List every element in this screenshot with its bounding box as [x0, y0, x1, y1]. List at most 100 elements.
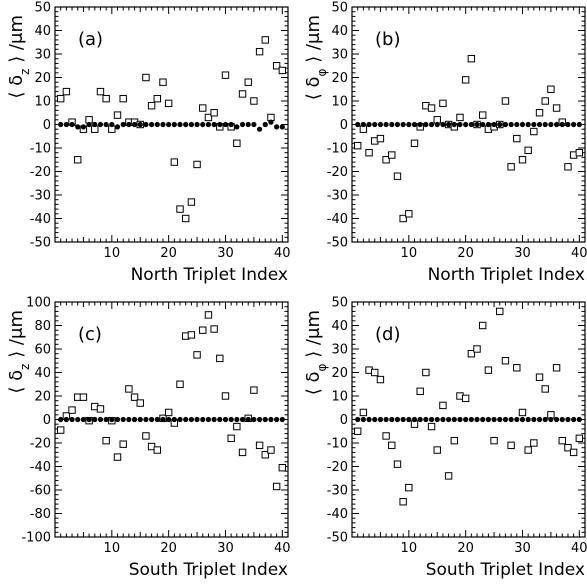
data-point-circle [222, 121, 229, 128]
x-axis-title: North Triplet Index [428, 265, 585, 285]
data-point-circle [389, 416, 395, 423]
data-point-circle [377, 416, 384, 423]
data-point-circle [480, 416, 486, 423]
data-point-circle [508, 416, 514, 423]
y-tick-label: 40 [331, 319, 348, 334]
data-point-circle [389, 121, 395, 128]
data-point-square [433, 446, 441, 454]
data-point-square [96, 405, 105, 413]
data-point-circle [103, 121, 109, 128]
data-point-square [382, 432, 390, 440]
data-point-square [125, 385, 133, 393]
data-point-circle [279, 416, 285, 423]
data-point-circle [239, 416, 246, 423]
data-point-circle [126, 121, 132, 128]
y-axis-title: ⟨ δz ⟩ /μm [6, 310, 32, 394]
data-point-circle [559, 416, 565, 423]
y-tick-label: -40 [327, 507, 348, 522]
data-point-square [490, 436, 498, 445]
data-point-square [547, 85, 555, 93]
data-point-circle [548, 121, 554, 128]
data-point-circle [211, 416, 217, 423]
y-tick-label: -10 [327, 142, 348, 157]
data-point-circle [183, 121, 189, 128]
panel-c: -100 -80 -60 -40 -20 0 20 40 60 80 100 10 20 30 40 Sout… [6, 296, 291, 581]
y-tick-label: -20 [30, 165, 51, 180]
data-point-square [376, 134, 385, 143]
data-point-square [359, 408, 368, 417]
data-point-circle [137, 416, 143, 423]
data-point-circle [508, 121, 514, 128]
y-tick-label: 20 [34, 71, 51, 86]
data-point-square [410, 139, 419, 148]
data-point-circle [559, 121, 565, 128]
y-tick-label: 40 [34, 366, 51, 381]
data-point-square [250, 97, 258, 105]
data-point-circle [548, 416, 554, 423]
data-point-circle [222, 416, 229, 423]
data-point-square [399, 498, 407, 506]
y-tick-label: -10 [327, 437, 348, 452]
data-point-circle [194, 416, 200, 423]
data-point-circle [468, 121, 474, 128]
data-point-circle [80, 416, 87, 423]
data-point-circle [571, 416, 577, 423]
data-point-circle [400, 416, 406, 423]
y-tick-label: -50 [327, 236, 348, 251]
data-point-circle [188, 121, 194, 128]
data-point-circle [406, 416, 412, 423]
data-point-square [68, 406, 76, 414]
x-tick-label: 20 [457, 541, 474, 556]
data-point-circle [120, 416, 126, 423]
data-point-circle [411, 416, 418, 423]
data-point-circle [463, 121, 469, 128]
data-point-circle [183, 416, 189, 423]
data-point-circle [480, 121, 486, 128]
data-point-circle [58, 121, 64, 128]
data-point-circle [411, 121, 418, 128]
data-point-circle [463, 416, 469, 423]
y-tick-label: 40 [34, 24, 51, 39]
data-point-circle [446, 121, 452, 128]
data-point-square [439, 99, 447, 108]
data-point-square [79, 393, 88, 401]
data-point-square [388, 441, 396, 450]
data-point-square [461, 76, 470, 84]
data-point-circle [69, 121, 75, 128]
data-point-circle [446, 416, 452, 423]
data-point-circle [217, 121, 223, 128]
data-point-square [136, 399, 144, 407]
data-point-square [159, 78, 167, 86]
y-tick-label: 10 [34, 95, 51, 110]
data-point-circle [274, 124, 280, 130]
data-point-square [535, 373, 544, 381]
data-point-square [176, 205, 184, 213]
data-point-circle [428, 121, 435, 128]
data-point-square [427, 422, 436, 431]
data-point-circle [114, 416, 121, 423]
y-tick-label: 10 [331, 390, 348, 405]
data-point-circle [75, 124, 81, 130]
data-point-circle [234, 416, 240, 423]
data-point-circle [131, 416, 138, 423]
data-point-circle [355, 416, 361, 423]
y-tick-label: -30 [327, 189, 348, 204]
panel-label: (d) [375, 324, 400, 345]
x-axis-title: South Triplet Index [129, 560, 288, 580]
data-point-circle [166, 121, 172, 128]
data-point-circle [92, 416, 98, 423]
data-point-square [513, 134, 521, 143]
data-point-circle [131, 121, 138, 128]
data-point-square [204, 311, 213, 319]
data-point-square [74, 156, 82, 164]
data-point-circle [377, 121, 384, 128]
data-point-square [164, 99, 173, 108]
data-point-circle [75, 416, 81, 423]
data-point-circle [451, 416, 457, 423]
data-point-circle [86, 121, 92, 128]
y-tick-label: -40 [327, 212, 348, 227]
x-tick-label: 40 [274, 541, 291, 556]
data-point-circle [406, 121, 412, 128]
data-point-square [507, 441, 515, 450]
data-point-square [439, 401, 447, 410]
